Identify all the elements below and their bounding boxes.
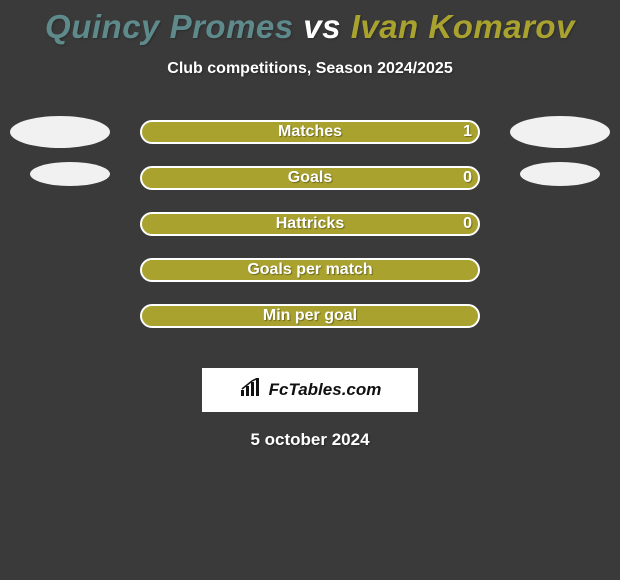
subtitle: Club competitions, Season 2024/2025 bbox=[0, 60, 620, 78]
bar-track bbox=[140, 120, 480, 144]
avatar-player1 bbox=[10, 116, 110, 148]
value-player2: 0 bbox=[463, 212, 472, 236]
stat-row-goals-per-match: Goals per match bbox=[0, 256, 620, 302]
stat-row-goals: Goals 0 bbox=[0, 164, 620, 210]
value-player2: 0 bbox=[463, 166, 472, 190]
title: Quincy Promes vs Ivan Komarov bbox=[0, 0, 620, 46]
bar-track bbox=[140, 258, 480, 282]
bar-track bbox=[140, 166, 480, 190]
title-player1: Quincy Promes bbox=[45, 8, 294, 45]
date: 5 october 2024 bbox=[0, 430, 620, 450]
bar-chart-icon bbox=[239, 378, 263, 403]
bar-track bbox=[140, 212, 480, 236]
stat-row-hattricks: Hattricks 0 bbox=[0, 210, 620, 256]
avatar-player1 bbox=[30, 162, 110, 186]
stat-row-min-per-goal: Min per goal bbox=[0, 302, 620, 348]
title-vs: vs bbox=[294, 8, 351, 45]
avatar-player2 bbox=[520, 162, 600, 186]
avatar-player2 bbox=[510, 116, 610, 148]
comparison-canvas: Quincy Promes vs Ivan Komarov Club compe… bbox=[0, 0, 620, 580]
value-player2: 1 bbox=[463, 120, 472, 144]
logo-text: FcTables.com bbox=[269, 380, 382, 400]
stat-row-matches: Matches 1 bbox=[0, 118, 620, 164]
title-player2: Ivan Komarov bbox=[351, 8, 575, 45]
stat-rows: Matches 1 Goals 0 Hattricks 0 Goals per … bbox=[0, 118, 620, 348]
bar-track bbox=[140, 304, 480, 328]
logo-box: FcTables.com bbox=[202, 368, 418, 412]
